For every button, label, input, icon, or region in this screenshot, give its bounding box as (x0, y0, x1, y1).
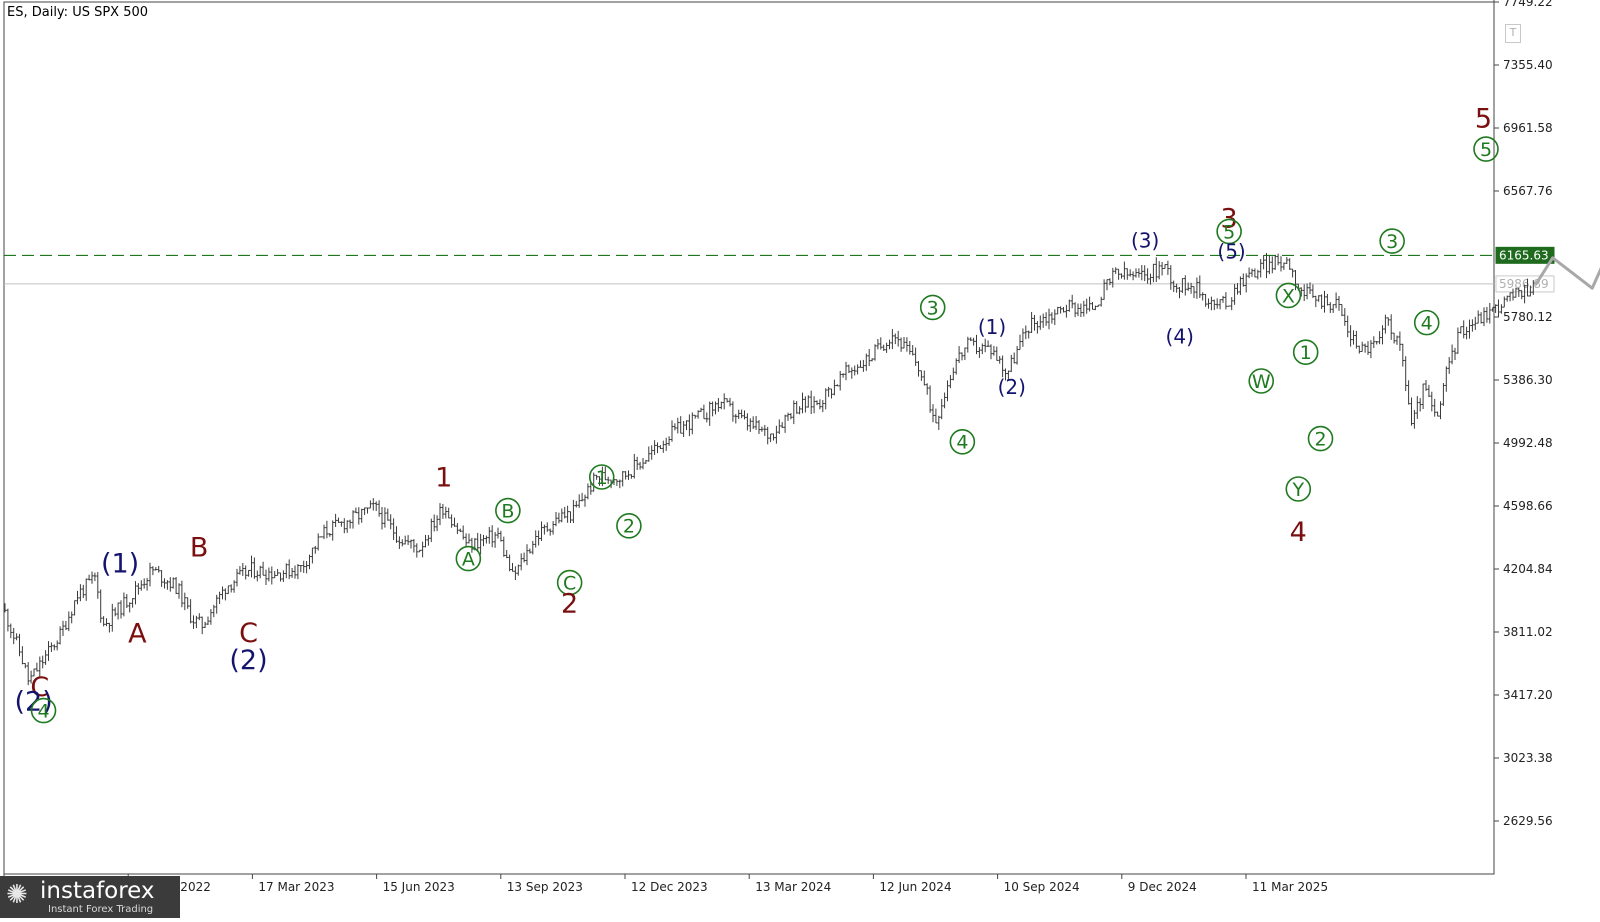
y-tick-label: 5780.12 (1503, 310, 1553, 324)
wave-label-circle (1285, 476, 1312, 502)
wave-label-circle (616, 512, 642, 539)
wave-label: B (501, 500, 514, 522)
wave-label: (1) (101, 548, 139, 579)
wave-label: 3 (927, 297, 939, 319)
y-tick-label: 6567.76 (1503, 184, 1553, 198)
x-tick-label: 12 Dec 2023 (631, 880, 708, 894)
wave-label: 5 (1223, 221, 1235, 243)
wave-label: 3 (1386, 231, 1398, 253)
wave-label: 4 (1290, 517, 1307, 548)
x-tick-label: 17 Mar 2023 (258, 880, 334, 894)
wave-label: (4) (1166, 324, 1194, 348)
projection-path (1534, 256, 1600, 290)
x-tick-label: 15 Jun 2023 (383, 880, 455, 894)
chart-title: ES, Daily: US SPX 500 (7, 5, 149, 20)
wave-label: 4 (1421, 312, 1433, 334)
y-tick-label: 6961.58 (1503, 121, 1553, 135)
wave-label-circle (1307, 425, 1334, 452)
y-tick-label: 3417.20 (1503, 688, 1553, 702)
y-tick-label: 4992.48 (1503, 436, 1553, 450)
x-tick-label: 13 Mar 2024 (755, 880, 831, 894)
y-tick-label: 2629.56 (1503, 814, 1553, 828)
wave-label: (3) (1131, 228, 1159, 252)
wave-label-circle (1292, 339, 1319, 366)
wave-label-circle (30, 697, 57, 724)
x-tick-label: 12 Jun 2024 (879, 880, 951, 894)
y-tick-label: 3023.38 (1503, 751, 1553, 765)
x-tick-label: 10 Sep 2024 (1004, 880, 1080, 894)
wave-label: A (462, 548, 475, 570)
wave-label-circle (919, 294, 946, 321)
wave-label-circle (1216, 218, 1242, 245)
wave-label-circle (495, 497, 521, 524)
wave-label: 2 (623, 516, 635, 538)
wave-label: B (190, 532, 209, 563)
wave-label-circle (949, 428, 976, 455)
wave-label: 5 (1480, 139, 1492, 161)
brand-logo: ✺ instaforex Instant Forex Trading (0, 876, 180, 918)
wave-label-circle (455, 545, 482, 572)
wave-label: Y (1291, 479, 1304, 501)
y-tick-label: 4204.84 (1503, 562, 1553, 576)
wave-label-circle (1275, 282, 1302, 309)
wave-label: 1 (435, 463, 452, 494)
wave-label: 5 (1475, 104, 1492, 135)
projected-wave-path (1534, 256, 1600, 290)
x-tick-label: 11 Mar 2025 (1252, 880, 1328, 894)
wave-label-circle (1413, 309, 1440, 336)
wave-label: C (30, 672, 49, 703)
wave-label: 4 (37, 700, 49, 722)
logo-icon: ✺ (6, 880, 28, 910)
x-tick-label: 9 Dec 2024 (1128, 880, 1197, 894)
y-tick-label: 3811.02 (1503, 625, 1553, 639)
wave-label: C (563, 572, 576, 594)
wave-labels: C(2)4(1)ABC(2)1ABC21234(1)(2)(3)(4)35(5)… (15, 104, 1499, 724)
wave-label: (1) (978, 315, 1006, 339)
wave-label: 1 (1300, 342, 1312, 364)
wave-label: (2) (15, 687, 53, 718)
wave-label: W (1252, 371, 1271, 393)
brand-tagline: Instant Forex Trading (48, 904, 154, 915)
price-levels: 6165.63 5986.89 (4, 246, 1555, 293)
wave-label-circle (1379, 228, 1405, 254)
wave-label: A (128, 619, 147, 650)
wave-label: 1 (596, 467, 608, 489)
price-bars (3, 252, 1535, 686)
wave-label-circle (556, 569, 583, 596)
y-tick-label: 7749.22 (1503, 0, 1553, 9)
wave-label-circle (1248, 368, 1275, 394)
y-tick-label: 5386.30 (1503, 373, 1553, 387)
wave-label: 2 (1314, 428, 1326, 450)
wave-label: (5) (1217, 240, 1245, 264)
text-tool-button[interactable]: T (1505, 24, 1521, 43)
wave-label: 2 (561, 588, 578, 619)
price-level-label: 5986.89 (1499, 277, 1549, 291)
wave-label: (2) (229, 645, 267, 676)
wave-label-circle (588, 464, 615, 490)
wave-label: 4 (956, 432, 968, 454)
brand-name: instaforex (40, 878, 155, 904)
wave-label-circle (1473, 136, 1499, 162)
y-axis: 7749.22 7355.40 6961.58 6567.76 5780.12 5386.… (1494, 0, 1553, 828)
wave-label: C (239, 618, 258, 649)
y-tick-label: 7355.40 (1503, 58, 1553, 72)
price-level-tag (1495, 246, 1555, 264)
plot-frame (3, 1, 1495, 875)
price-level-label: 6165.63 (1499, 248, 1549, 262)
y-tick-label: 4598.66 (1503, 499, 1553, 513)
wave-label: (2) (998, 375, 1026, 399)
wave-label: X (1282, 285, 1295, 307)
x-tick-label: 13 Sep 2023 (507, 880, 583, 894)
